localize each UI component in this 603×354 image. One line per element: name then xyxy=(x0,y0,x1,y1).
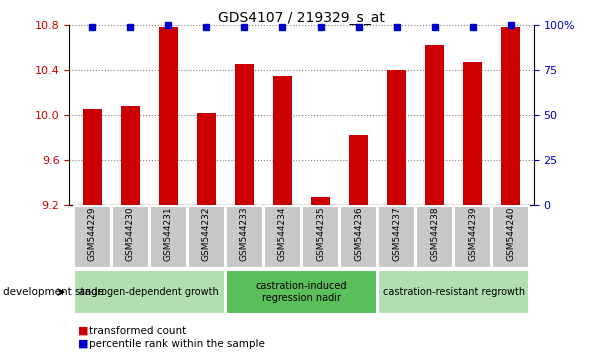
Bar xyxy=(121,106,140,205)
Bar xyxy=(501,27,520,205)
Text: GSM544232: GSM544232 xyxy=(202,207,211,261)
Text: ■: ■ xyxy=(78,326,89,336)
Text: GSM544236: GSM544236 xyxy=(354,207,363,261)
Text: castration-induced
regression nadir: castration-induced regression nadir xyxy=(256,281,347,303)
Text: GSM544240: GSM544240 xyxy=(507,207,516,261)
Text: transformed count: transformed count xyxy=(89,326,186,336)
Text: GSM544231: GSM544231 xyxy=(164,207,173,261)
Bar xyxy=(74,270,225,314)
Bar xyxy=(311,198,330,205)
Bar xyxy=(159,27,178,205)
Bar xyxy=(112,206,149,268)
Bar xyxy=(197,113,216,205)
Text: GDS4107 / 219329_s_at: GDS4107 / 219329_s_at xyxy=(218,11,385,25)
Bar xyxy=(226,270,377,314)
Bar xyxy=(273,75,292,205)
Bar xyxy=(425,45,444,205)
Text: GSM544234: GSM544234 xyxy=(278,207,287,261)
Bar xyxy=(463,62,482,205)
Bar xyxy=(416,206,453,268)
Text: GSM544237: GSM544237 xyxy=(392,207,401,261)
Text: GSM544230: GSM544230 xyxy=(126,207,134,261)
Text: castration-resistant regrowth: castration-resistant regrowth xyxy=(383,287,525,297)
Text: development stage: development stage xyxy=(3,287,104,297)
Text: GSM544238: GSM544238 xyxy=(430,207,439,261)
Bar xyxy=(454,206,491,268)
Bar xyxy=(492,206,529,268)
Bar xyxy=(378,206,415,268)
Bar xyxy=(235,64,254,205)
Text: GSM544229: GSM544229 xyxy=(87,207,96,261)
Bar xyxy=(378,270,529,314)
Bar xyxy=(340,206,377,268)
Text: GSM544239: GSM544239 xyxy=(469,207,477,261)
Bar xyxy=(349,135,368,205)
Text: GSM544233: GSM544233 xyxy=(240,207,249,261)
Bar xyxy=(302,206,339,268)
Bar xyxy=(226,206,263,268)
Bar xyxy=(188,206,225,268)
Bar xyxy=(83,109,102,205)
Text: GSM544235: GSM544235 xyxy=(316,207,325,261)
Bar xyxy=(387,70,406,205)
Text: androgen-dependent growth: androgen-dependent growth xyxy=(80,287,219,297)
Text: ■: ■ xyxy=(78,339,89,349)
Bar xyxy=(264,206,301,268)
Text: percentile rank within the sample: percentile rank within the sample xyxy=(89,339,265,349)
Bar xyxy=(74,206,111,268)
Bar xyxy=(150,206,187,268)
